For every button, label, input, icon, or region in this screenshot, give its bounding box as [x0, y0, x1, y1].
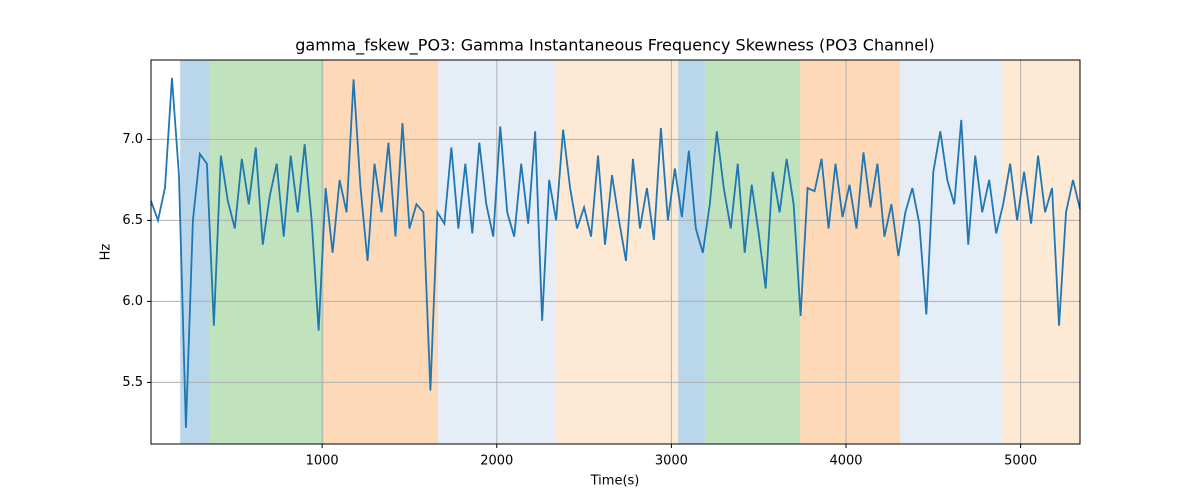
span — [210, 60, 325, 444]
plot-frame — [150, 59, 1081, 445]
y-tick-label: 6.5 — [122, 213, 143, 228]
x-axis-label: Time(s) — [590, 474, 640, 489]
data-line — [150, 77, 1081, 428]
span — [800, 60, 901, 444]
span — [324, 60, 439, 444]
span — [900, 60, 1003, 444]
span — [556, 60, 679, 444]
span — [1002, 60, 1080, 444]
y-tick-label: 7.0 — [122, 132, 143, 147]
chart-title: gamma_fskew_PO3: Gamma Instantaneous Fre… — [295, 36, 934, 56]
y-tick-label: 5.5 — [122, 375, 143, 390]
x-tick-label: 4000 — [829, 454, 862, 469]
y-tick-label: 6.0 — [122, 294, 143, 309]
x-tick-label: 5000 — [1004, 454, 1037, 469]
span — [678, 60, 706, 444]
x-tick-label: 1000 — [306, 454, 339, 469]
span — [705, 60, 801, 444]
x-tick-label: 2000 — [480, 454, 513, 469]
y-axis-label: Hz — [99, 244, 114, 261]
x-tick-label: 3000 — [655, 454, 688, 469]
